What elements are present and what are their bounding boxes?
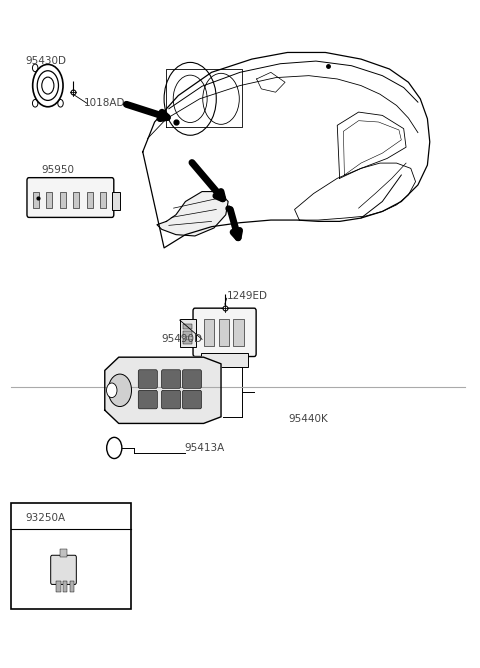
Text: 1249ED: 1249ED [227, 291, 268, 301]
FancyBboxPatch shape [138, 370, 157, 388]
Bar [63, 581, 67, 592]
Polygon shape [157, 192, 228, 236]
Bar [182, 331, 192, 337]
Text: 1018AD: 1018AD [84, 98, 125, 108]
Bar [112, 192, 120, 210]
Circle shape [108, 374, 132, 407]
Bar [182, 339, 192, 345]
Bar [70, 581, 74, 592]
Text: 95490D: 95490D [162, 334, 203, 344]
Bar [86, 192, 93, 208]
Bar [100, 192, 106, 208]
FancyBboxPatch shape [27, 178, 114, 217]
Bar [60, 192, 66, 208]
Text: 95440K: 95440K [288, 413, 328, 424]
FancyBboxPatch shape [193, 308, 256, 357]
Bar [33, 192, 39, 208]
Bar [204, 319, 215, 346]
Bar [12, 503, 131, 609]
Bar [233, 319, 244, 346]
Bar [180, 319, 196, 347]
FancyBboxPatch shape [51, 555, 76, 584]
FancyBboxPatch shape [161, 390, 180, 409]
Text: 95950: 95950 [42, 165, 75, 175]
Bar [56, 581, 60, 592]
Polygon shape [105, 357, 221, 424]
Bar [46, 192, 52, 208]
Circle shape [107, 383, 117, 397]
FancyBboxPatch shape [161, 370, 180, 388]
Bar [219, 319, 229, 346]
Bar [73, 192, 79, 208]
Text: 95413A: 95413A [184, 443, 224, 453]
FancyBboxPatch shape [182, 370, 202, 388]
Text: 95430D: 95430D [25, 56, 67, 66]
Bar [60, 549, 67, 557]
Bar [182, 324, 192, 329]
Text: 93250A: 93250A [25, 513, 66, 523]
FancyBboxPatch shape [182, 390, 202, 409]
Bar [201, 353, 248, 367]
FancyBboxPatch shape [138, 390, 157, 409]
